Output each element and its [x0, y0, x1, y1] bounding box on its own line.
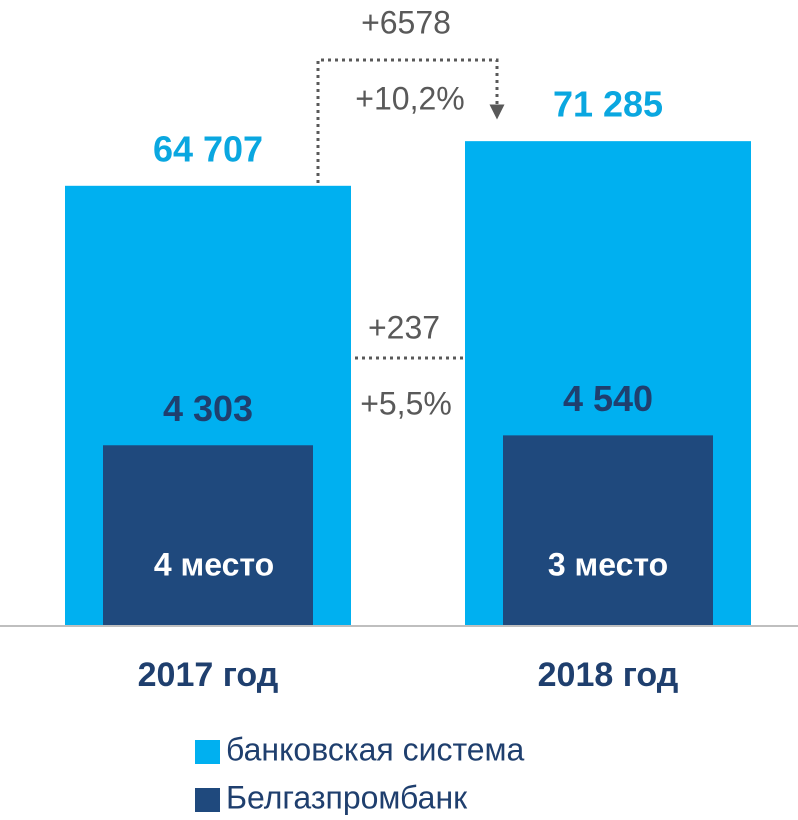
value-label: 4 303 [163, 388, 253, 429]
annotation: +237 [368, 309, 440, 345]
legend-swatch [195, 788, 220, 812]
annotation: +10,2% [355, 80, 464, 116]
legend-label: Белгазпромбанк [226, 779, 468, 815]
legend-label: банковская система [226, 731, 525, 767]
annotation: +6578 [361, 4, 451, 40]
bar [503, 435, 713, 625]
legend-swatch [195, 740, 220, 764]
annotation: 4 место [154, 546, 274, 582]
x-tick-label: 2017 год [138, 656, 279, 694]
value-label: 64 707 [153, 128, 263, 169]
connector [316, 58, 505, 183]
bar [103, 445, 313, 625]
annotation: 3 место [548, 546, 668, 582]
value-label: 71 285 [553, 84, 663, 125]
x-tick-label: 2018 год [538, 656, 679, 694]
value-label: 4 540 [563, 378, 653, 419]
annotation: +5,5% [360, 385, 452, 421]
